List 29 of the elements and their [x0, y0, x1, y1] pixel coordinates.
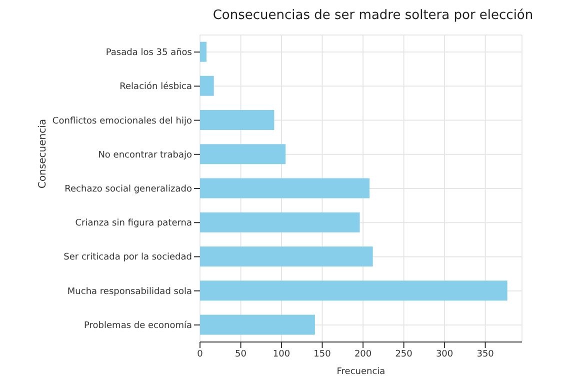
bar	[200, 212, 360, 232]
y-tick-label: Rechazo social generalizado	[64, 184, 192, 194]
bar	[200, 76, 214, 96]
bar	[200, 144, 286, 164]
y-tick-label: Ser criticada por la sociedad	[64, 252, 192, 263]
y-tick-label: Mucha responsabilidad sola	[67, 286, 192, 297]
x-tick-label: 50	[235, 349, 247, 360]
x-tick-label: 200	[354, 349, 372, 360]
y-tick-label: Crianza sin figura paterna	[75, 218, 192, 229]
x-axis-title: Frecuencia	[336, 367, 386, 377]
x-tick-label: 300	[436, 349, 454, 360]
y-tick-label: Problemas de economía	[84, 320, 192, 331]
x-tick-label: 350	[476, 349, 494, 360]
y-tick-label: Pasada los 35 años	[106, 48, 192, 58]
x-tick-label: 250	[395, 349, 413, 360]
chart-title: Consecuencias de ser madre soltera por elección	[212, 8, 534, 23]
x-tick-label: 100	[272, 349, 290, 360]
x-tick-label: 150	[314, 349, 332, 360]
bar	[200, 178, 370, 198]
bar	[200, 42, 207, 62]
bar	[200, 246, 373, 266]
y-tick-label: Conflictos emocionales del hijo	[52, 116, 192, 126]
x-tick-label: 0	[197, 349, 204, 360]
y-axis-title: Consecuencia	[38, 118, 49, 188]
y-tick-label: Relación lésbica	[120, 81, 192, 92]
bar	[200, 314, 315, 335]
bar	[200, 280, 508, 301]
y-tick-label: No encontrar trabajo	[98, 150, 192, 160]
bar	[200, 110, 274, 130]
